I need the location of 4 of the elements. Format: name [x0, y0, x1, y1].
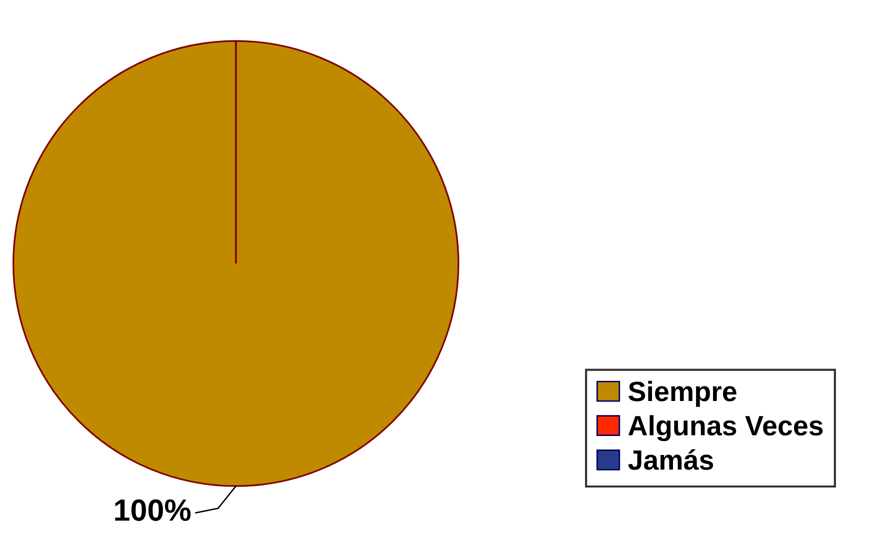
data-label: 100% [115, 499, 191, 521]
legend-label: Jamás [628, 449, 714, 470]
legend-label: Siempre [628, 380, 736, 407]
legend-label: Algunas Veces [628, 415, 823, 442]
